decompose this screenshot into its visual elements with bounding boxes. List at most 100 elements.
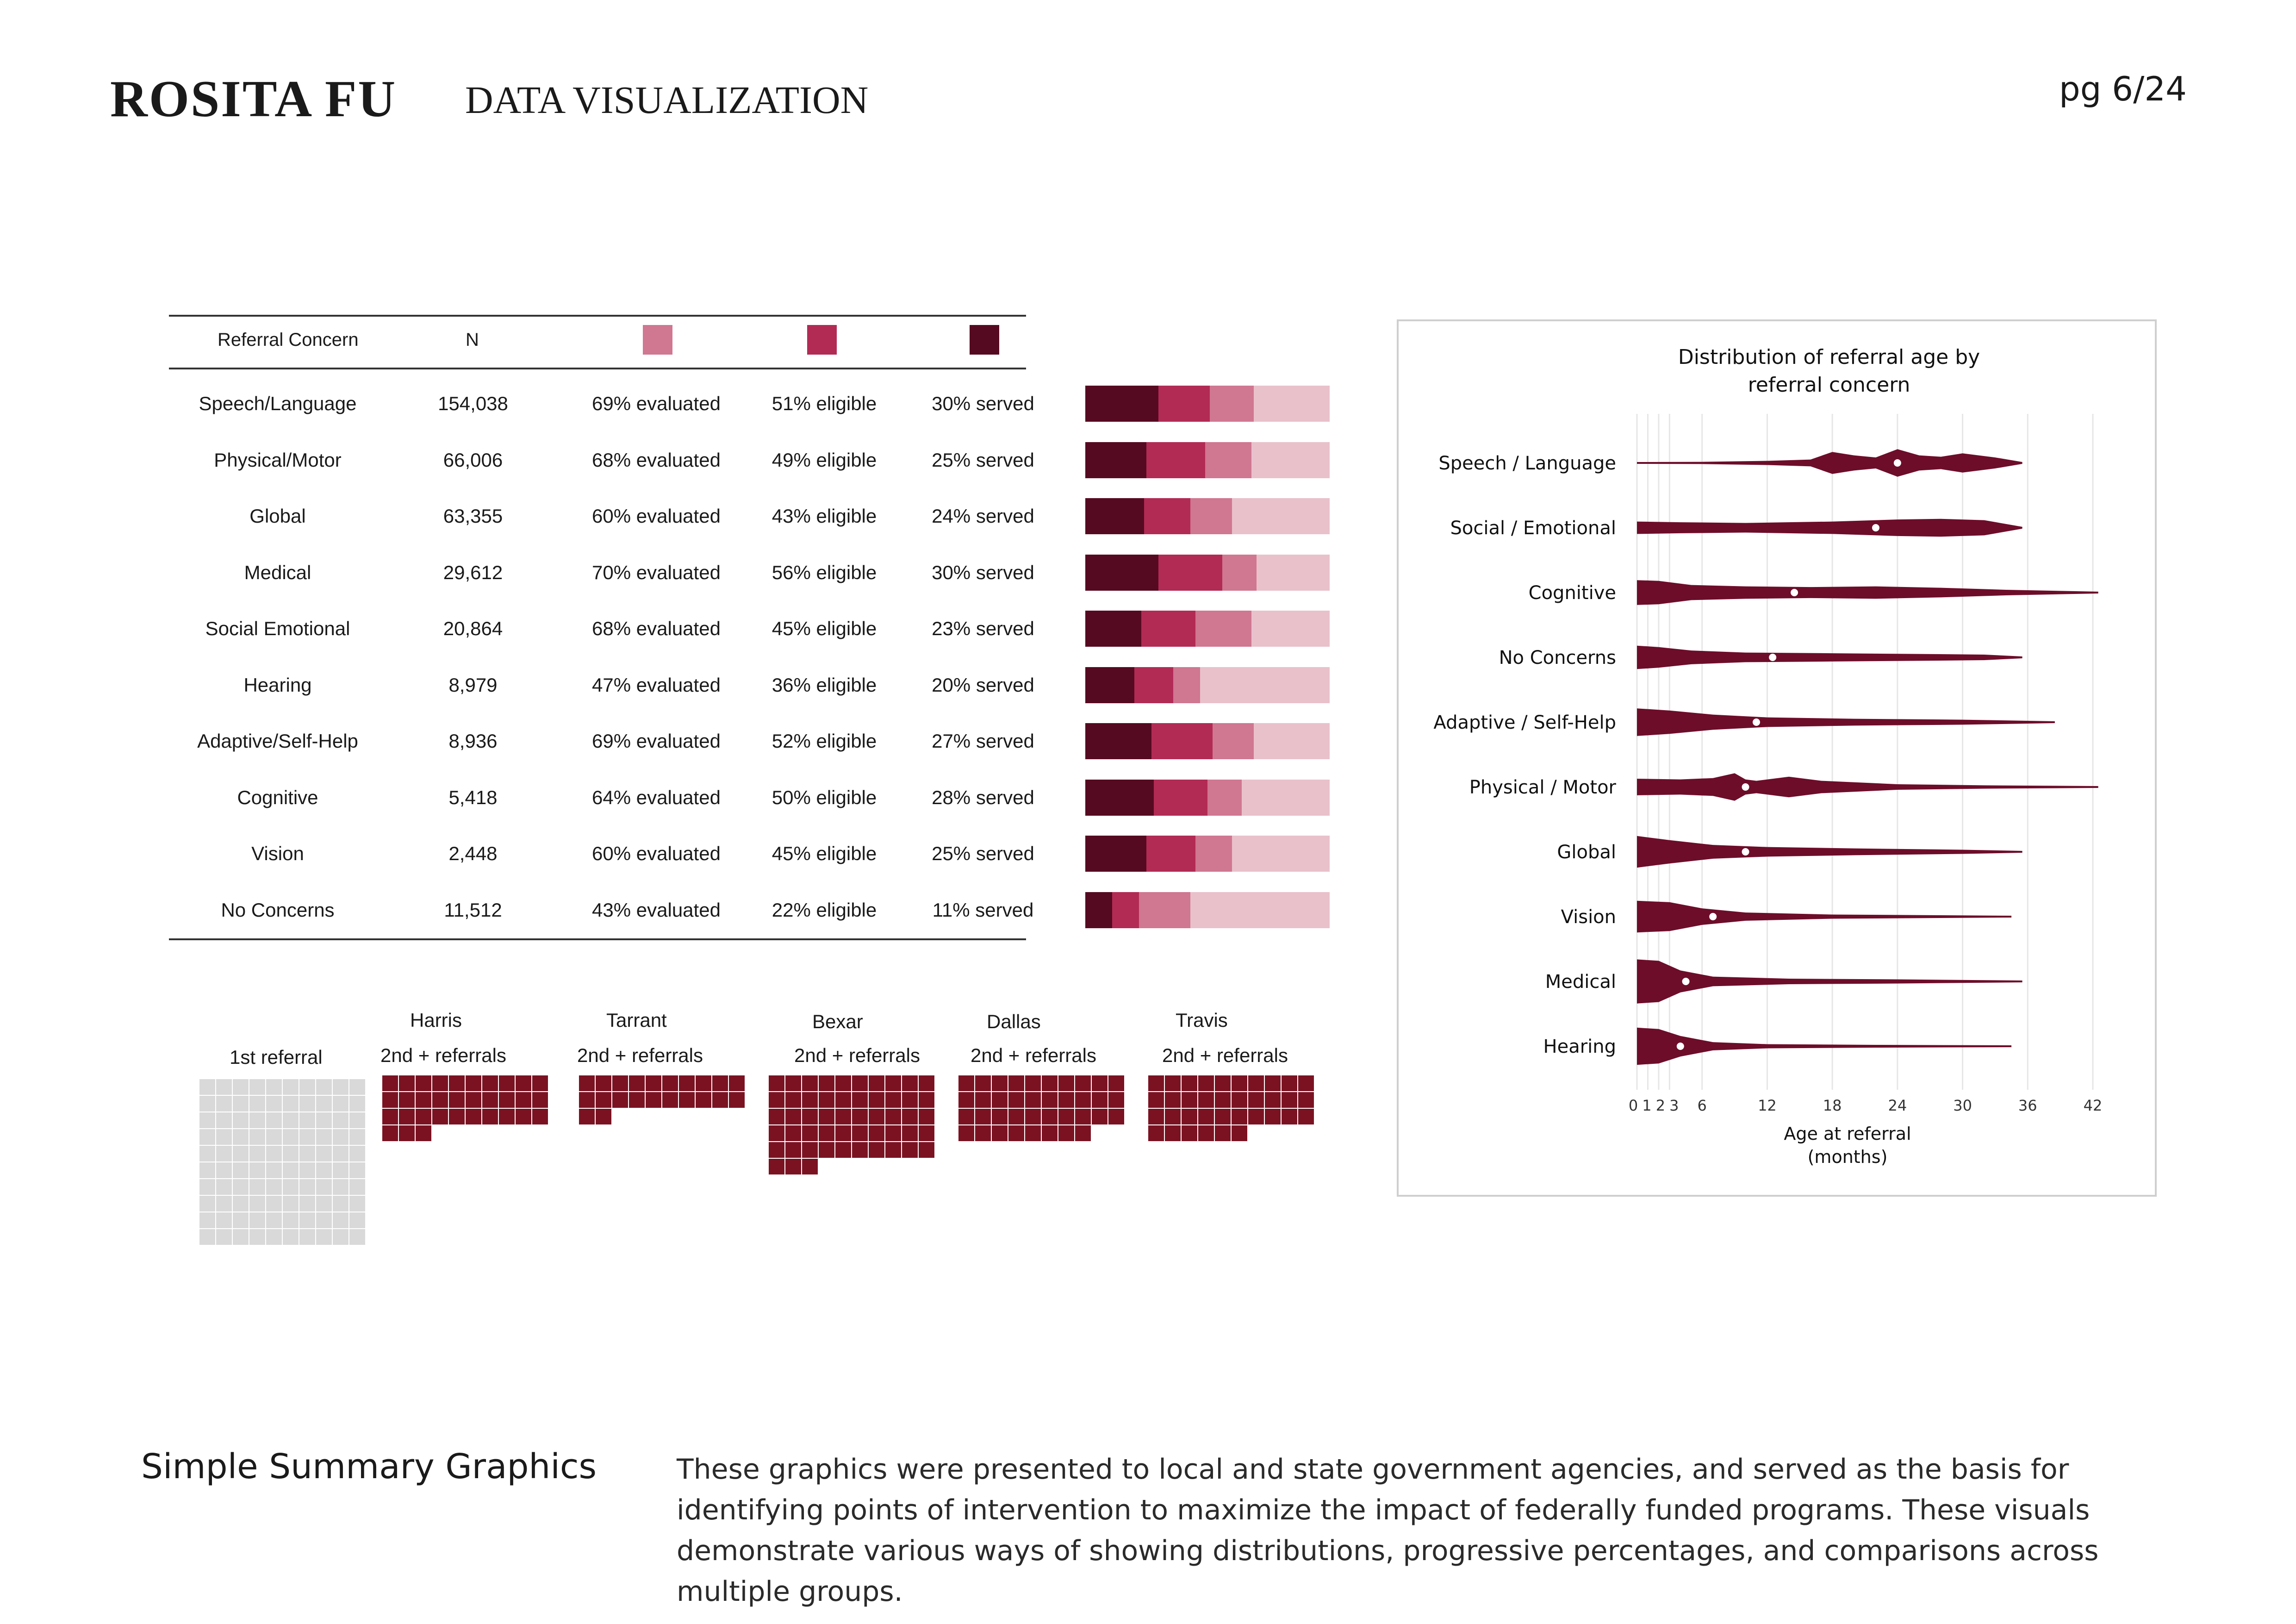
cell-evaluated: 60% evaluated	[592, 505, 721, 527]
header-referral-concern: Referral Concern	[218, 330, 359, 350]
waffle-cell	[1075, 1092, 1091, 1108]
waffle-cell	[852, 1142, 868, 1158]
waffle-cell	[958, 1092, 975, 1108]
series-label: Social / Emotional	[1450, 518, 1616, 539]
waffle-cell	[249, 1112, 266, 1129]
waffle-cell	[382, 1108, 398, 1125]
waffle-cell	[465, 1108, 482, 1125]
series-label: Adaptive / Self-Help	[1433, 712, 1616, 733]
waffle-cell	[216, 1229, 232, 1245]
waffle-cell	[1108, 1075, 1125, 1092]
waffle-cell	[332, 1195, 349, 1212]
waffle-cell	[1008, 1075, 1025, 1092]
waffle-cell	[299, 1212, 316, 1229]
waffle-cell	[1248, 1092, 1264, 1108]
remaining-segment	[1232, 498, 1330, 534]
waffle-cell	[1298, 1092, 1314, 1108]
x-tick-label: 0	[1629, 1097, 1638, 1114]
eligible-swatch	[807, 325, 837, 355]
waffle-cell	[465, 1092, 482, 1108]
x-tick-label: 42	[2084, 1097, 2103, 1114]
evaluated-segment	[1173, 667, 1201, 703]
waffle-cell	[1264, 1092, 1281, 1108]
waffle-cell	[1108, 1092, 1125, 1108]
cell-eligible: 36% eligible	[772, 674, 877, 696]
waffle-cell	[1214, 1092, 1231, 1108]
cell-evaluated: 69% evaluated	[592, 393, 721, 414]
waffle-cell	[785, 1142, 802, 1158]
waffle-cell	[266, 1195, 282, 1212]
series-label: Medical	[1545, 971, 1616, 993]
violin-chart: Distribution of referral age by referral …	[1433, 345, 2103, 1167]
waffle-cell	[515, 1075, 532, 1092]
waffle-cell	[249, 1162, 266, 1179]
waffle-cell	[902, 1142, 918, 1158]
waffle-cell	[199, 1145, 216, 1162]
waffle-cell	[885, 1075, 902, 1092]
waffle-cell	[628, 1092, 645, 1108]
waffle-cell	[299, 1162, 316, 1179]
waffle-cell	[1041, 1075, 1058, 1092]
waffle-cell	[249, 1229, 266, 1245]
waffle-cell	[232, 1212, 249, 1229]
cell-eligible: 50% eligible	[772, 786, 877, 808]
waffle-cell	[1075, 1075, 1091, 1092]
waffle-cell	[216, 1129, 232, 1145]
waffle-cell	[918, 1075, 935, 1092]
waffle-cell	[199, 1112, 216, 1129]
violin-shape	[1637, 1027, 2012, 1065]
waffle-cell	[768, 1158, 785, 1175]
waffle-cell	[835, 1142, 852, 1158]
cell-eligible: 51% eligible	[772, 393, 877, 414]
waffle-cell	[1108, 1108, 1125, 1125]
waffle-cell	[868, 1092, 885, 1108]
waffle-cell	[785, 1125, 802, 1142]
remaining-segment	[1254, 386, 1330, 422]
author-name: ROSITA FU	[110, 70, 397, 128]
waffle-cell	[199, 1129, 216, 1145]
county-referral-label: 2nd + referrals	[971, 1044, 1096, 1066]
evaluated-segment	[1222, 554, 1257, 591]
waffle-cell	[349, 1112, 366, 1129]
waffle-cell	[662, 1092, 678, 1108]
waffle-cell	[282, 1229, 299, 1245]
waffle-cell	[1164, 1092, 1181, 1108]
progress-bar	[1085, 498, 1330, 534]
cell-served: 27% served	[932, 730, 1034, 752]
waffle-cell	[232, 1179, 249, 1195]
eligible-segment	[1134, 667, 1174, 703]
cell-concern: Hearing	[243, 674, 312, 696]
waffle-cell	[398, 1125, 415, 1142]
waffle-cell	[991, 1125, 1008, 1142]
waffle-cell	[1041, 1108, 1058, 1125]
evaluated-segment	[1195, 611, 1252, 647]
median-dot	[1872, 524, 1879, 531]
waffle-cell	[249, 1079, 266, 1095]
waffle-cell	[532, 1092, 548, 1108]
cell-eligible: 56% eligible	[772, 561, 877, 583]
waffle-cell	[1198, 1108, 1214, 1125]
waffle-cell	[266, 1162, 282, 1179]
waffle-cell	[1091, 1092, 1108, 1108]
cell-n: 2,448	[448, 843, 498, 864]
waffle-cell	[818, 1075, 835, 1092]
cell-concern: Speech/Language	[199, 393, 357, 414]
median-dot	[1682, 978, 1690, 985]
waffle-cell	[662, 1075, 678, 1092]
series-label: Global	[1557, 842, 1616, 863]
waffle-cell	[1148, 1092, 1164, 1108]
cell-evaluated: 68% evaluated	[592, 618, 721, 639]
waffle-cell	[415, 1125, 432, 1142]
served-segment	[1085, 611, 1142, 647]
waffle-cell	[349, 1145, 366, 1162]
progress-bar	[1085, 667, 1330, 703]
cell-n: 11,512	[444, 899, 502, 921]
served-swatch	[970, 325, 999, 355]
violin-shape	[1637, 645, 2022, 669]
waffle-cell	[332, 1212, 349, 1229]
x-tick-label: 12	[1758, 1097, 1777, 1114]
eligible-segment	[1146, 442, 1205, 478]
series-label: No Concerns	[1499, 647, 1616, 668]
cell-concern: Vision	[251, 843, 304, 864]
waffle-cell	[232, 1162, 249, 1179]
